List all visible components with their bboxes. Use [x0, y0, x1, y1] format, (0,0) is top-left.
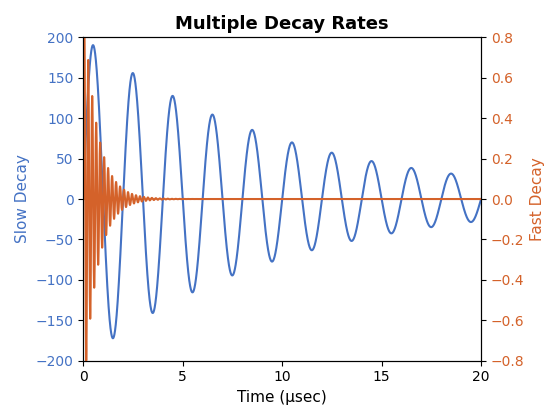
Y-axis label: Slow Decay: Slow Decay	[15, 155, 30, 244]
X-axis label: Time (μsec): Time (μsec)	[237, 390, 327, 405]
Y-axis label: Fast Decay: Fast Decay	[530, 157, 545, 241]
Title: Multiple Decay Rates: Multiple Decay Rates	[175, 15, 389, 33]
